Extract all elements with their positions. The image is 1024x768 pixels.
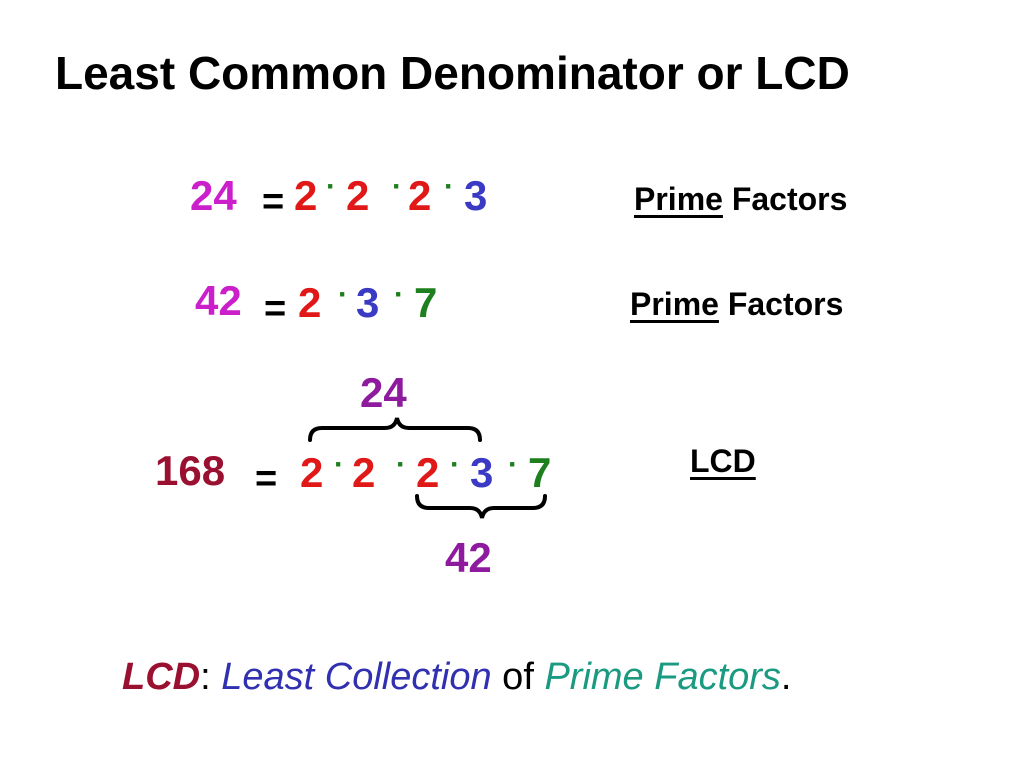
row3-factor-3: 2: [416, 449, 440, 496]
row2-label-prime: Prime: [630, 286, 719, 322]
footer-prime-factors: Prime Factors: [544, 656, 781, 698]
row3-dot-4: ·: [508, 448, 518, 481]
row2-label: Prime Factors: [630, 288, 843, 320]
row3-factor-4: 3: [470, 449, 494, 496]
row1-factor-3: 2: [408, 172, 432, 219]
row3-equals: =: [255, 458, 278, 500]
footer-definition: LCD: Least Collection of Prime Factors.: [122, 658, 791, 696]
bottom-brace: [415, 494, 547, 519]
row2-factor-3: 7: [414, 279, 438, 326]
row3-factor-1: 2: [300, 449, 324, 496]
row2-factor-2: 3: [356, 279, 380, 326]
row1-label-prime: Prime: [634, 181, 723, 217]
row2-dot-1: ·: [338, 278, 348, 311]
row3-factor-5: 7: [528, 449, 552, 496]
page-title: Least Common Denominator or LCD: [55, 47, 850, 99]
row3-dot-2: ·: [396, 448, 406, 481]
footer-lcd: LCD: [122, 656, 201, 698]
row1-dot-2: ·: [392, 170, 402, 203]
row1-number: 24: [190, 172, 237, 219]
row2-dot-2: ·: [394, 278, 404, 311]
row1-label: Prime Factors: [634, 183, 847, 215]
footer-least-collection: Least Collection: [221, 656, 492, 698]
row1-dot-1: ·: [326, 170, 336, 203]
row1-factor-2: 2: [346, 172, 370, 219]
row1-label-rest: Factors: [722, 181, 848, 217]
row2-number: 42: [195, 277, 242, 324]
row1-equals: =: [262, 181, 285, 223]
row1-factor-1: 2: [294, 172, 318, 219]
row3-dot-3: ·: [450, 448, 460, 481]
row1-factor-4: 3: [464, 172, 488, 219]
footer-colon: :: [200, 656, 211, 698]
row3-label: LCD: [690, 443, 756, 479]
top-brace: [308, 417, 482, 442]
row3-dot-1: ·: [334, 448, 344, 481]
row3-number: 168: [155, 447, 226, 494]
brace-bottom-label: 42: [445, 534, 492, 581]
row2-label-rest: Factors: [718, 286, 844, 322]
footer-of: of: [491, 656, 545, 698]
row3-factor-2: 2: [352, 449, 376, 496]
row2-equals: =: [264, 288, 287, 330]
footer-period: .: [780, 656, 792, 698]
row2-factor-1: 2: [298, 279, 322, 326]
row1-dot-3: ·: [444, 170, 454, 203]
brace-top-label: 24: [360, 369, 407, 416]
